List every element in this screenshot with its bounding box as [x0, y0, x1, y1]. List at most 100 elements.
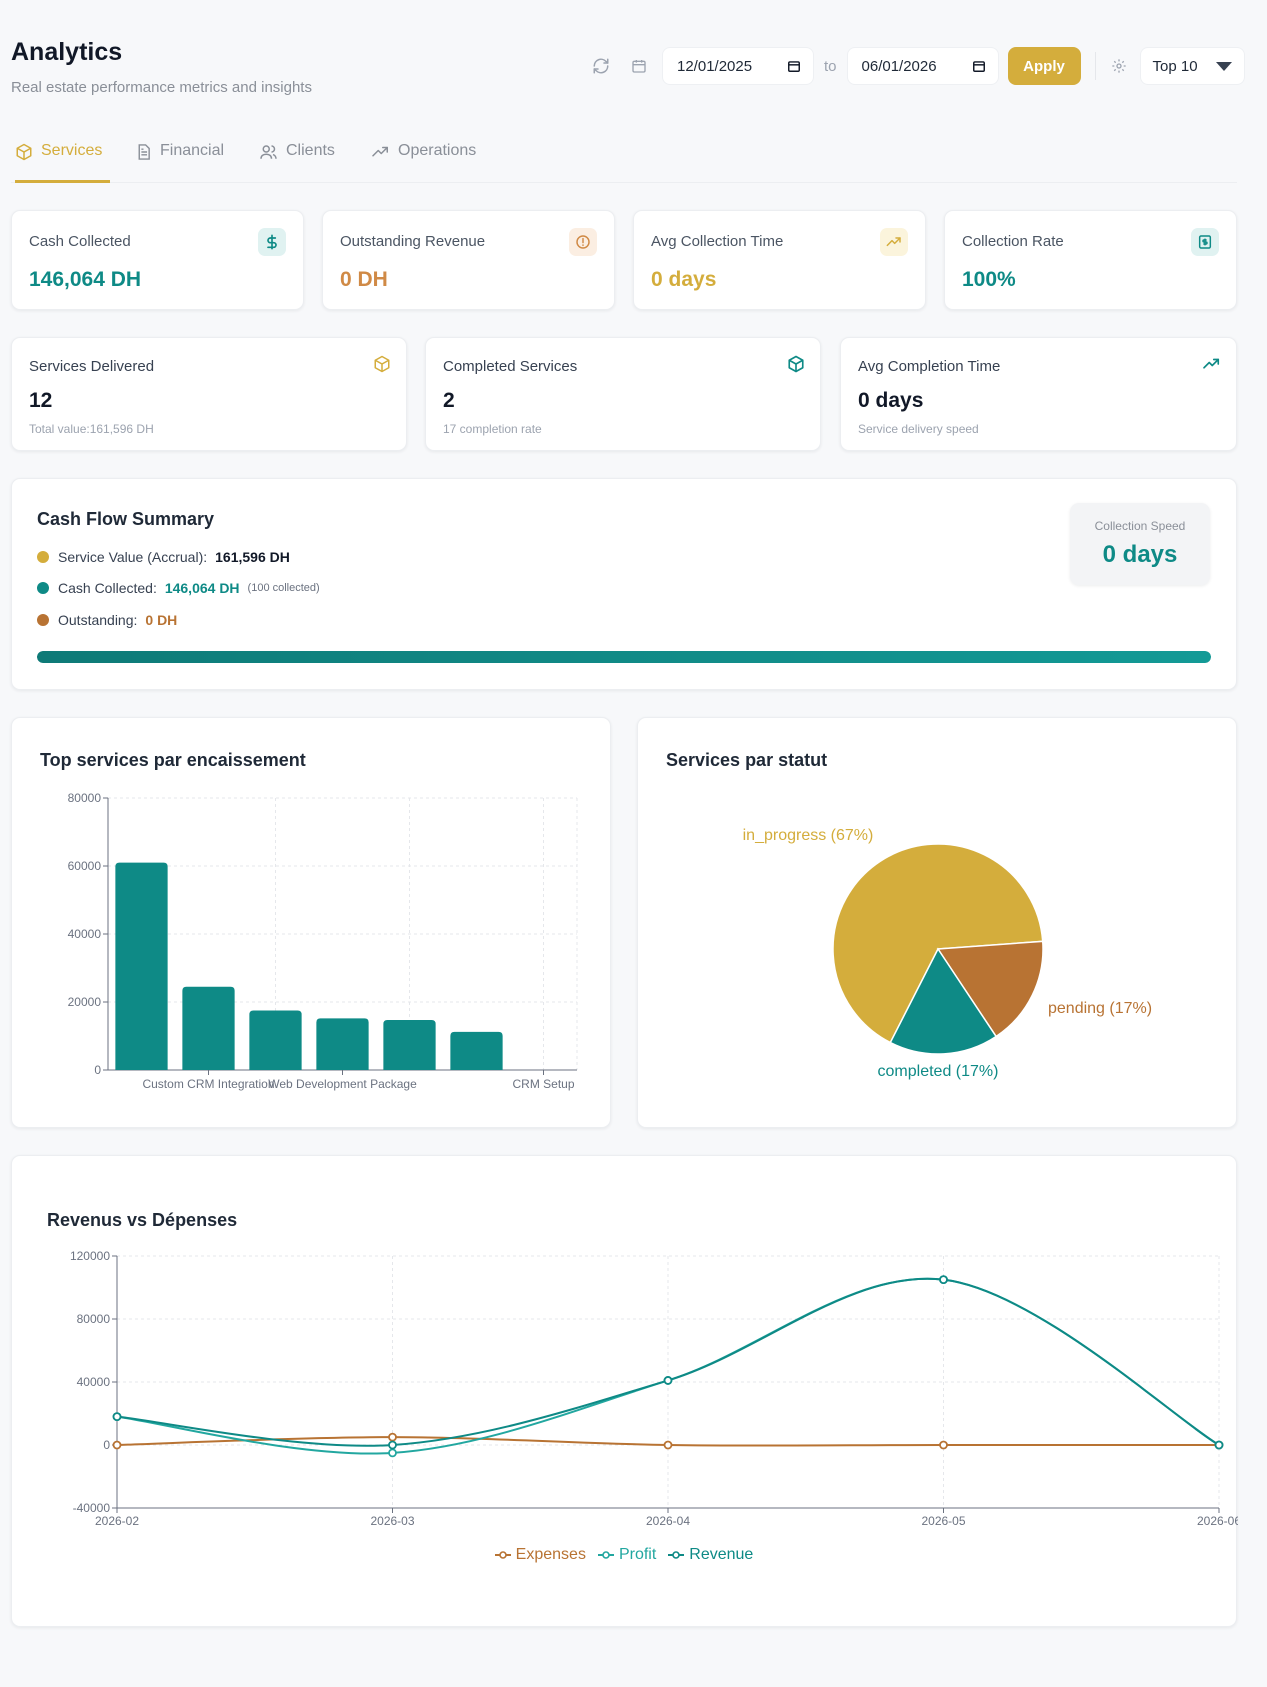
top-services-chart-card: Top services par encaissement 80000 60000… [11, 717, 611, 1128]
tab-financial[interactable]: Financial [135, 142, 224, 183]
service-card-avg-completion: Avg Completion Time 0 days Service deliv… [840, 337, 1237, 451]
cash-flow-row-label: Service Value (Accrual): [58, 549, 208, 565]
cash-flow-title: Cash Flow Summary [37, 509, 215, 529]
box-icon [374, 355, 390, 373]
cash-flow-row-label: Outstanding: [58, 612, 138, 628]
gear-icon[interactable] [1106, 53, 1132, 79]
pie-slice [832, 843, 1044, 1044]
bar [383, 1020, 436, 1070]
service-card-sub: Total value:161,596 DH [29, 422, 154, 436]
kpi-label: Collection Rate [962, 233, 1064, 250]
users-icon [260, 145, 277, 159]
x-tick-label: Web Development Package [268, 1077, 417, 1091]
end-date-input[interactable]: 06/01/2026 [846, 47, 999, 85]
bar [182, 986, 235, 1070]
legend-marker-icon [668, 1551, 685, 1559]
data-point [939, 1275, 948, 1285]
legend-item[interactable]: Profit [597, 1546, 657, 1564]
x-tick-label: Custom CRM Integration [142, 1077, 274, 1091]
box-icon [16, 143, 32, 161]
alert-circle-icon [569, 228, 597, 256]
pie-slice-label: in_progress (67%) [743, 827, 874, 844]
y-tick-label: 120000 [70, 1249, 110, 1263]
cash-flow-summary-card: Cash Flow Summary Service Value (Accrual… [11, 478, 1237, 690]
cash-flow-row-collected: Cash Collected: 146,064 DH (100 collecte… [37, 580, 320, 596]
trend-up-icon [1203, 358, 1220, 369]
bar [316, 1018, 369, 1070]
pie-slice [936, 940, 1044, 1038]
legend-marker-icon [494, 1551, 511, 1559]
collection-progress-bar [37, 651, 1211, 663]
trend-icon [372, 146, 388, 157]
y-tick-label: 80000 [77, 1312, 111, 1326]
chart-title: Services par statut [666, 750, 828, 770]
x-tick-label: 2026-02 [95, 1514, 139, 1528]
legend-dot [37, 582, 49, 594]
service-card-label: Completed Services [443, 358, 578, 375]
trend-up-icon [880, 228, 908, 256]
y-tick-label: 20000 [68, 995, 102, 1009]
collection-speed-label: Collection Speed [1094, 519, 1186, 533]
service-card-label: Avg Completion Time [858, 358, 1001, 375]
dollar-icon [258, 228, 286, 256]
y-tick-label: 80000 [68, 791, 102, 805]
y-tick-label: 40000 [68, 927, 102, 941]
tab-label: Clients [286, 142, 335, 159]
pie-slice [889, 947, 998, 1055]
kpi-value: 0 days [651, 268, 717, 291]
legend-label: Profit [618, 1546, 657, 1563]
tab-label: Services [41, 142, 103, 159]
bar [249, 1010, 302, 1070]
tab-services[interactable]: Services [15, 142, 110, 183]
tab-clients[interactable]: Clients [259, 142, 335, 183]
pie-slice-label: completed (17%) [878, 1063, 999, 1080]
kpi-label: Avg Collection Time [651, 233, 784, 250]
start-date-value: 12/01/2025 [677, 57, 753, 75]
legend-item[interactable]: Revenue [668, 1546, 753, 1564]
line-chart-legend: Expenses Profit Revenue [12, 1546, 1236, 1564]
data-point [1214, 1440, 1224, 1450]
x-tick-label: 2026-06 [1197, 1514, 1238, 1528]
revenue-expenses-chart-card: Revenus vs Dépenses 2026-02 2026-03 2026-0… [11, 1155, 1238, 1627]
chart-title: Revenus vs Dépenses [47, 1210, 238, 1230]
legend-marker-icon [597, 1551, 614, 1559]
date-picker-icon[interactable] [972, 59, 986, 73]
x-tick-label: 2026-03 [370, 1514, 414, 1528]
y-tick-label: 0 [94, 1063, 101, 1077]
date-picker-icon[interactable] [787, 59, 801, 73]
y-tick-label: 0 [103, 1438, 110, 1452]
y-tick-label: 40000 [77, 1375, 111, 1389]
apply-button[interactable]: Apply [1007, 47, 1081, 85]
data-point [939, 1440, 948, 1450]
legend-item[interactable]: Expenses [494, 1546, 586, 1564]
bar [115, 862, 168, 1070]
document-icon [138, 144, 150, 160]
chevron-down-icon [1215, 61, 1232, 71]
start-date-input[interactable]: 12/01/2025 [662, 47, 814, 85]
x-tick-label: 2026-04 [646, 1514, 690, 1528]
cash-flow-row-outstanding: Outstanding: 0 DH [37, 612, 177, 628]
top-n-select[interactable]: Top 10 [1139, 47, 1245, 85]
cash-flow-row-label: Cash Collected: [58, 580, 157, 596]
chart-title: Top services par encaissement [40, 750, 306, 770]
data-point [663, 1440, 673, 1450]
kpi-label: Cash Collected [29, 233, 131, 250]
data-point [112, 1412, 122, 1422]
page-subtitle: Real estate performance metrics and insi… [11, 79, 312, 96]
legend-label: Revenue [689, 1546, 754, 1563]
cash-flow-row-note: (100 collected) [247, 582, 320, 594]
calendar-icon [626, 53, 652, 79]
kpi-card-collection-rate: Collection Rate 100% [944, 210, 1237, 310]
x-tick-label: 2026-05 [921, 1514, 965, 1528]
cash-flow-row-value: 161,596 DH [215, 549, 290, 565]
service-card-label: Services Delivered [29, 358, 155, 375]
kpi-card-avg-collection-time: Avg Collection Time 0 days [633, 210, 926, 310]
y-tick-label: 60000 [68, 859, 102, 873]
refresh-icon[interactable] [588, 53, 614, 79]
tab-operations[interactable]: Operations [371, 142, 476, 183]
bar [450, 1031, 503, 1070]
collection-speed-box: Collection Speed 0 days [1070, 503, 1210, 585]
receipt-icon [1191, 228, 1219, 256]
data-point [388, 1440, 397, 1450]
service-card-delivered: Services Delivered 12 Total value:161,59… [11, 337, 407, 451]
